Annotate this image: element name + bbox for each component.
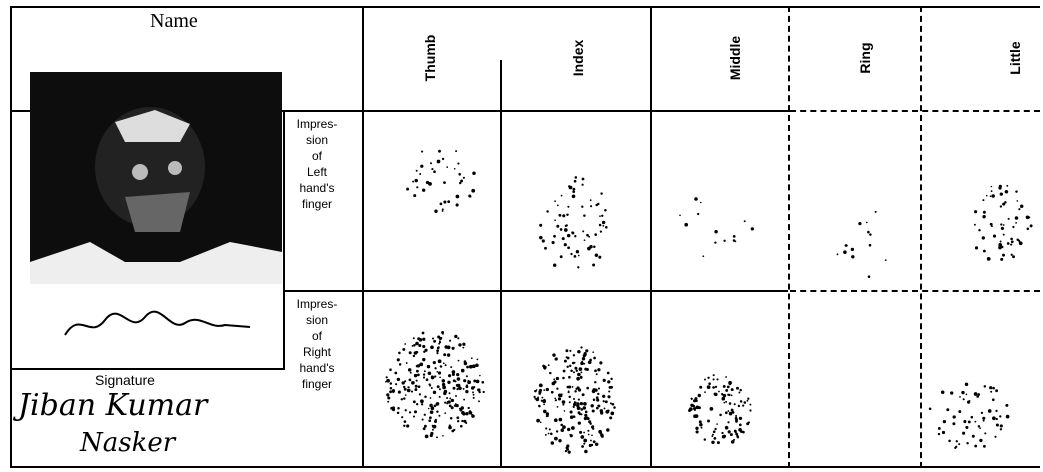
left-label-line: of	[311, 149, 322, 163]
fingerprint-left-index	[539, 176, 608, 269]
left-border	[10, 6, 12, 466]
fingerprint-right-index	[533, 346, 616, 454]
signature-label: Signature	[95, 372, 155, 388]
name-label: Name	[150, 10, 198, 32]
left-label-line: finger	[301, 197, 333, 211]
left-label-line: sion	[305, 133, 328, 147]
fingerprint-left-little	[973, 184, 1033, 261]
signature-box-top	[10, 368, 284, 370]
right-hand-row-label: Impres- sion of Right hand's finger	[272, 296, 362, 392]
right-label-line: Right	[302, 345, 331, 359]
left-label-line: Left	[306, 165, 327, 179]
finger-header-little: Little	[1007, 41, 1023, 75]
right-label-line: finger	[301, 377, 333, 391]
finger-header-ring: Ring	[857, 42, 873, 74]
col-divider-thumb	[500, 60, 502, 468]
left-hand-row-label: Impres- sion of Left hand's finger	[272, 116, 362, 212]
signature-line2: Nasker	[80, 428, 176, 458]
right-label-line: Impres-	[296, 297, 338, 311]
col-divider-index	[650, 6, 652, 468]
right-label-line: of	[311, 329, 322, 343]
right-label-line: sion	[305, 313, 328, 327]
bottom-border	[10, 466, 1040, 468]
finger-header-thumb: Thumb	[422, 34, 438, 82]
col-divider-main	[362, 6, 364, 468]
applicant-photo	[30, 72, 282, 284]
header-row-divider	[10, 110, 790, 112]
header-row-divider-dashed	[790, 110, 1040, 112]
finger-header-index: Index	[570, 39, 586, 77]
fingerprint-right-middle	[688, 374, 752, 445]
fingerprint-right-little	[928, 382, 1010, 450]
fingerprint-left-thumb	[406, 149, 476, 214]
finger-header-middle: Middle	[727, 35, 743, 81]
col-divider-ring	[920, 6, 922, 468]
right-label-line: hand's	[299, 361, 335, 375]
photo-signature-scribble	[60, 305, 260, 351]
top-border	[10, 6, 1040, 8]
col-divider-middle	[788, 6, 790, 468]
fingerprint-right-thumb	[385, 331, 485, 439]
signature-line1: Jiban Kumar	[18, 388, 208, 423]
middle-row-divider	[283, 290, 788, 292]
fingerprint-left-ring	[836, 210, 887, 278]
middle-row-divider-dashed	[790, 290, 1040, 292]
left-label-line: hand's	[299, 181, 335, 195]
left-label-line: Impres-	[296, 117, 338, 131]
fingerprint-left-middle	[679, 197, 754, 258]
col-divider-photo	[283, 110, 285, 370]
